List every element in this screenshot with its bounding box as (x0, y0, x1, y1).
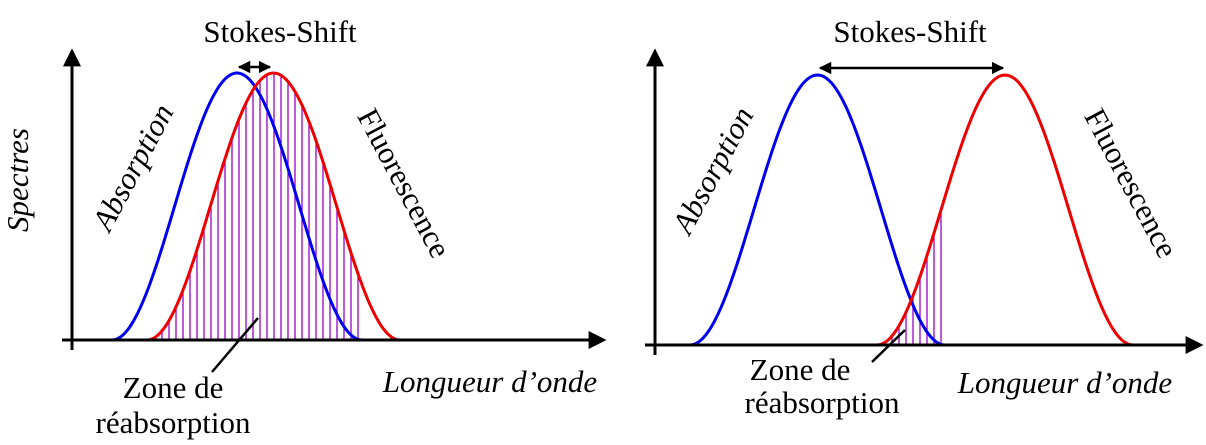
pointer (871, 329, 906, 363)
y-axis-label: Spectres (0, 128, 35, 232)
fluorescence-curve (146, 71, 400, 342)
pointer (211, 317, 259, 373)
hatching (154, 73, 942, 345)
x-axis-label: Longueur d’onde (382, 364, 598, 399)
curves (111, 71, 1134, 347)
fluorescence-label: Fluorescence (1077, 103, 1185, 264)
fluorescence-curve (876, 73, 1134, 347)
absorption-label: Absorption (664, 101, 761, 241)
zone-label: réabsorption (96, 405, 251, 440)
fluorescence-label: Fluorescence (350, 103, 458, 264)
absorption-curve (689, 73, 945, 347)
zone-label: réabsorption (745, 385, 900, 420)
zone-label: Zone de (123, 370, 224, 405)
zone-label: Zone de (750, 352, 851, 387)
stokes-label: Stokes-Shift (203, 14, 357, 49)
x-axis-label: Longueur d’onde (957, 365, 1173, 400)
absorption-curve (111, 71, 363, 342)
absorption-label: Absorption (84, 98, 181, 238)
stokes-label: Stokes-Shift (833, 14, 987, 49)
